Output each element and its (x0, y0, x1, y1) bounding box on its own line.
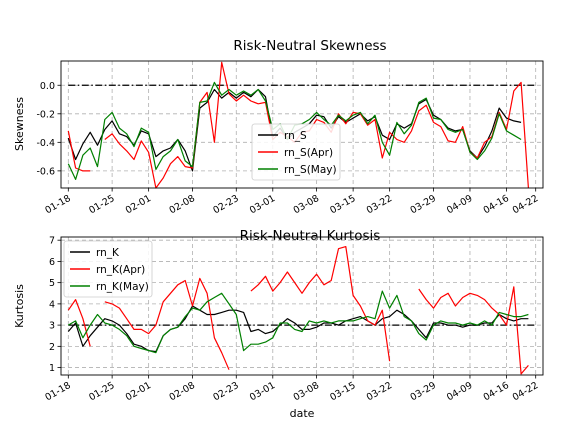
x-tick-label: 03-08 (292, 193, 321, 216)
x-tick-label: 02-23 (211, 380, 240, 403)
y-tick-label: 2 (49, 342, 55, 353)
x-tick-label: 01-25 (87, 380, 116, 403)
x-tick-label: 03-08 (292, 380, 321, 403)
legend (251, 123, 341, 181)
y-tick-label: -0.6 (36, 166, 55, 177)
x-tick-label: 01-25 (87, 193, 116, 216)
x-tick-label: 02-01 (124, 380, 153, 403)
y-axis-label: Skewness (13, 97, 26, 151)
y-tick-label: 7 (49, 236, 55, 247)
plot-area (60, 60, 544, 189)
chart-title: Risk-Neutral Kurtosis (240, 228, 381, 244)
legend-label: rn_K(Apr) (96, 264, 145, 276)
y-tick-label: 0.0 (40, 81, 55, 92)
x-tick-label: 04-16 (482, 380, 511, 403)
x-tick-label: 03-01 (248, 193, 277, 216)
legend (63, 240, 153, 298)
x-tick-label: 02-23 (211, 193, 240, 216)
y-tick-label: 3 (49, 321, 55, 332)
legend-label: rn_S(May) (284, 164, 337, 176)
y-tick-label: 1 (49, 363, 55, 374)
x-axis-label: date (290, 407, 315, 420)
legend-label: rn_K (96, 247, 120, 259)
series-line-rn-k-apr- (67, 246, 529, 375)
x-tick-label: 03-15 (328, 193, 357, 216)
y-tick-label: 6 (49, 257, 55, 268)
x-tick-label: 03-22 (365, 193, 394, 216)
chart-title: Risk-Neutral Skewness (233, 38, 386, 54)
x-tick-label: 03-29 (409, 193, 438, 216)
x-tick-label: 03-15 (328, 380, 357, 403)
y-axis-label: Kurtosis (13, 284, 26, 328)
x-tick-label: 02-08 (168, 380, 197, 403)
x-tick-label: 03-29 (409, 380, 438, 403)
x-tick-label: 02-08 (168, 193, 197, 216)
series-line-rn-k (67, 305, 529, 353)
y-tick-label: 4 (49, 299, 55, 310)
x-tick-label: 04-09 (445, 193, 474, 216)
legend-label: rn_K(May) (96, 281, 149, 293)
x-tick-label: 01-18 (43, 193, 72, 216)
x-tick-label: 04-16 (482, 193, 511, 216)
x-tick-label: 03-01 (248, 380, 277, 403)
x-tick-label: 04-09 (445, 380, 474, 403)
x-tick-label: 03-22 (365, 380, 394, 403)
legend-label: rn_S (284, 130, 307, 142)
series-line-rn-k-may- (68, 290, 529, 354)
x-tick-label: 01-18 (43, 380, 72, 403)
y-tick-label: -0.2 (36, 109, 55, 120)
x-tick-label: 02-01 (124, 193, 153, 216)
plot-area (60, 236, 544, 376)
x-tick-label: 04-22 (511, 193, 540, 216)
legend-label: rn_S(Apr) (284, 147, 333, 159)
skewness-panel: Risk-Neutral Skewness 0.0 -0.2 -0.4 -0.6 01… (13, 38, 544, 216)
y-tick-label: 5 (49, 278, 55, 289)
kurtosis-panel: Risk-Neutral Kurtosis 1 2 3 4 5 6 7 01-18 01-25… (13, 228, 544, 420)
y-tick-label: -0.4 (36, 138, 55, 149)
series-line-rn-s-apr- (67, 61, 529, 189)
x-tick-label: 04-22 (511, 380, 540, 403)
